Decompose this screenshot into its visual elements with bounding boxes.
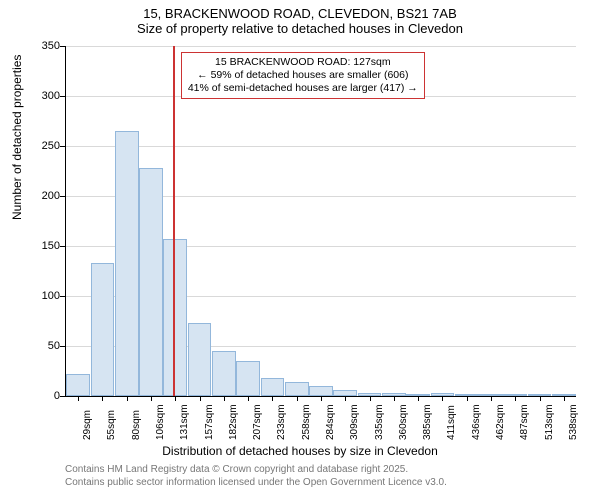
y-tick-label: 0	[20, 390, 60, 402]
x-tick	[370, 396, 371, 401]
histogram-bar	[66, 374, 90, 396]
y-tick-label: 350	[20, 40, 60, 52]
x-tick-label: 106sqm	[155, 404, 166, 440]
x-tick-label: 411sqm	[446, 405, 457, 440]
x-tick-label: 309sqm	[349, 404, 360, 440]
x-tick	[321, 396, 322, 401]
y-tick-label: 200	[20, 190, 60, 202]
x-tick-label: 360sqm	[398, 404, 409, 440]
histogram-bar	[309, 386, 333, 396]
x-tick-label: 207sqm	[252, 404, 263, 440]
y-tick	[60, 196, 66, 197]
x-tick	[200, 396, 201, 401]
x-tick	[151, 396, 152, 401]
y-tick	[60, 296, 66, 297]
histogram-bar	[212, 351, 236, 396]
footer-attribution: Contains HM Land Registry data © Crown c…	[65, 464, 447, 489]
x-tick-label: 131sqm	[179, 404, 190, 440]
y-tick	[60, 246, 66, 247]
x-tick	[175, 396, 176, 401]
title-line-1: 15, BRACKENWOOD ROAD, CLEVEDON, BS21 7AB	[0, 0, 600, 21]
y-tick	[60, 46, 66, 47]
x-tick	[418, 396, 419, 401]
histogram-bar	[163, 239, 187, 396]
histogram-bar	[285, 382, 309, 396]
x-tick-label: 538sqm	[568, 404, 579, 440]
x-tick-label: 385sqm	[422, 404, 433, 440]
x-tick	[394, 396, 395, 401]
x-tick	[564, 396, 565, 401]
x-axis-label: Distribution of detached houses by size …	[0, 444, 600, 458]
histogram-bar	[236, 361, 260, 396]
y-tick-label: 150	[20, 240, 60, 252]
x-tick-label: 284sqm	[325, 404, 336, 440]
annotation-box: 15 BRACKENWOOD ROAD: 127sqm← 59% of deta…	[181, 52, 425, 99]
title-line-2: Size of property relative to detached ho…	[0, 21, 600, 36]
x-tick	[78, 396, 79, 401]
plot-region: 05010015020025030035029sqm55sqm80sqm106s…	[65, 46, 576, 397]
y-tick	[60, 96, 66, 97]
x-tick	[102, 396, 103, 401]
x-tick-label: 55sqm	[106, 410, 117, 440]
x-tick	[297, 396, 298, 401]
annotation-line-2: ← 59% of detached houses are smaller (60…	[188, 69, 418, 82]
x-tick-label: 335sqm	[374, 404, 385, 440]
histogram-bar	[188, 323, 212, 396]
x-tick-label: 513sqm	[544, 404, 555, 440]
x-tick	[491, 396, 492, 401]
histogram-bar	[91, 263, 115, 396]
x-tick-label: 182sqm	[228, 404, 239, 440]
annotation-line-1: 15 BRACKENWOOD ROAD: 127sqm	[188, 56, 418, 69]
x-tick	[467, 396, 468, 401]
x-tick-label: 233sqm	[276, 404, 287, 440]
histogram-bar	[115, 131, 139, 396]
histogram-bar	[139, 168, 163, 396]
x-tick	[515, 396, 516, 401]
histogram-bar	[261, 378, 285, 396]
x-tick-label: 462sqm	[495, 404, 506, 440]
chart-area: 05010015020025030035029sqm55sqm80sqm106s…	[65, 46, 575, 396]
x-tick	[272, 396, 273, 401]
gridline	[66, 46, 576, 47]
y-tick-label: 300	[20, 90, 60, 102]
chart-container: 15, BRACKENWOOD ROAD, CLEVEDON, BS21 7AB…	[0, 0, 600, 500]
y-tick	[60, 146, 66, 147]
x-tick	[248, 396, 249, 401]
x-tick-label: 29sqm	[82, 410, 93, 440]
x-tick-label: 436sqm	[471, 404, 482, 440]
y-tick	[60, 396, 66, 397]
y-tick-label: 250	[20, 140, 60, 152]
annotation-line-3: 41% of semi-detached houses are larger (…	[188, 82, 418, 95]
x-tick	[345, 396, 346, 401]
y-tick	[60, 346, 66, 347]
gridline	[66, 146, 576, 147]
subject-marker-line	[173, 46, 175, 396]
x-tick-label: 157sqm	[204, 404, 215, 440]
x-tick	[540, 396, 541, 401]
footer-line-1: Contains HM Land Registry data © Crown c…	[65, 464, 447, 477]
x-tick-label: 487sqm	[519, 404, 530, 440]
footer-line-2: Contains public sector information licen…	[65, 477, 447, 490]
x-tick	[127, 396, 128, 401]
x-tick	[224, 396, 225, 401]
x-tick-label: 80sqm	[131, 410, 142, 440]
y-tick-label: 50	[20, 340, 60, 352]
x-tick	[442, 396, 443, 401]
x-tick-label: 258sqm	[301, 404, 312, 440]
y-tick-label: 100	[20, 290, 60, 302]
